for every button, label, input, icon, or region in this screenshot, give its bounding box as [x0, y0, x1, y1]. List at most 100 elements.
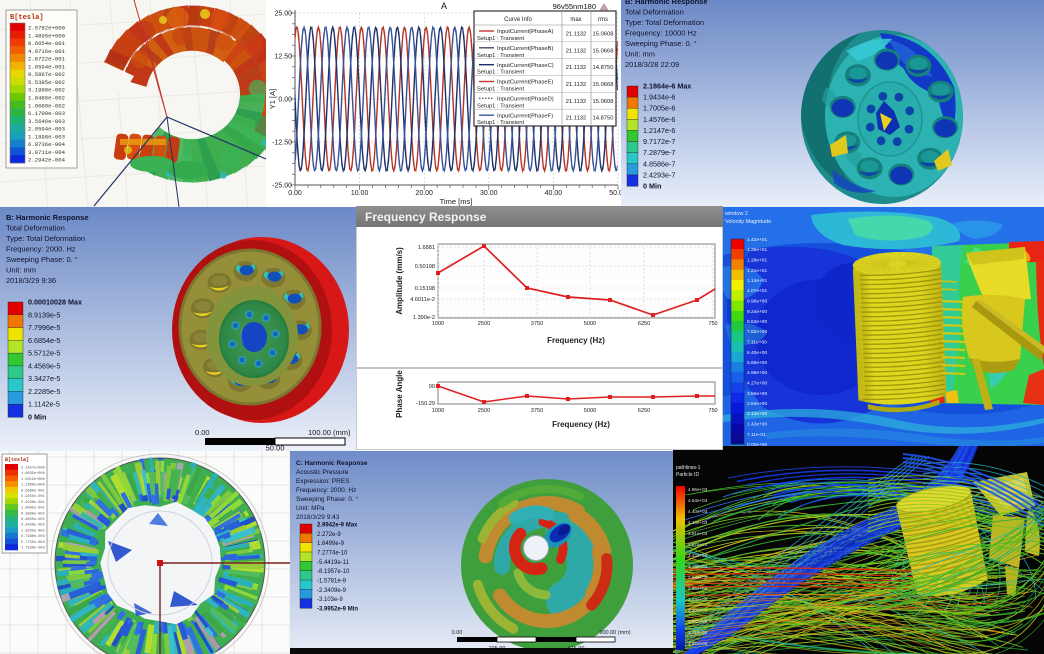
svg-text:Frequency: 10000 Hz: Frequency: 10000 Hz	[625, 29, 697, 38]
svg-text:-3.103e-9: -3.103e-9	[317, 597, 343, 603]
svg-text:750: 750	[708, 321, 717, 327]
svg-text:Amplitude (mm/s): Amplitude (mm/s)	[395, 247, 404, 315]
svg-text:9.8880e-002: 9.8880e-002	[21, 512, 45, 516]
svg-text:40.00: 40.00	[545, 190, 563, 197]
svg-text:Time [ms]: Time [ms]	[440, 197, 473, 206]
svg-text:1.42e+00: 1.42e+00	[747, 422, 767, 428]
svg-text:9.5867e-002: 9.5867e-002	[28, 71, 65, 78]
svg-text:1.7530e-003: 1.7530e-003	[21, 547, 45, 551]
svg-text:1.9434e-6: 1.9434e-6	[643, 93, 675, 102]
svg-text:50.00: 50.00	[609, 190, 621, 197]
svg-text:Frequency (Hz): Frequency (Hz)	[552, 420, 610, 429]
svg-text:1.28e+01: 1.28e+01	[747, 258, 767, 264]
svg-text:Unit: MPa: Unit: MPa	[296, 505, 325, 512]
svg-text:-3.9952e-9 Min: -3.9952e-9 Min	[317, 607, 358, 613]
svg-text:4.98e+00: 4.98e+00	[747, 370, 767, 376]
svg-text:Total Deformation: Total Deformation	[625, 8, 684, 17]
svg-text:9.7980e-003: 9.7980e-003	[21, 535, 45, 539]
svg-text:8.9139e-5: 8.9139e-5	[28, 310, 60, 319]
svg-text:21.1132: 21.1132	[566, 65, 587, 71]
svg-text:15.0668: 15.0668	[593, 82, 614, 88]
svg-text:8.6054e-001: 8.6054e-001	[28, 40, 66, 47]
svg-text:Sweeping Phase: 0. °: Sweeping Phase: 0. °	[6, 255, 78, 264]
svg-text:B: Harmonic Response: B: Harmonic Response	[6, 213, 89, 222]
svg-text:6.1700e-003: 6.1700e-003	[28, 110, 65, 117]
svg-text:4.4569e-5: 4.4569e-5	[28, 361, 60, 370]
svg-text:3.16e+03: 3.16e+03	[688, 564, 708, 569]
svg-text:InputCurrent(PhaseA): InputCurrent(PhaseA)	[497, 29, 553, 35]
svg-text:Setup1 : Transient: Setup1 : Transient	[477, 53, 524, 59]
svg-text:1.4895e+000: 1.4895e+000	[28, 32, 66, 39]
svg-text:50.00: 50.00	[266, 444, 285, 453]
svg-text:4.8586e-7: 4.8586e-7	[643, 159, 675, 168]
svg-text:2.84e+00: 2.84e+00	[747, 401, 767, 407]
svg-text:4.27e+00: 4.27e+00	[747, 381, 767, 387]
svg-text:8.53e+00: 8.53e+00	[747, 319, 767, 325]
svg-text:7.7996e-5: 7.7996e-5	[28, 323, 60, 332]
svg-text:2018/3/28 22:09: 2018/3/28 22:09	[625, 60, 679, 69]
svg-text:6.8655e-002: 6.8655e-002	[21, 518, 45, 522]
svg-text:Frequency (Hz): Frequency (Hz)	[547, 336, 605, 345]
svg-text:1.7005e-6: 1.7005e-6	[643, 104, 675, 113]
svg-text:1.35e+01: 1.35e+01	[747, 247, 767, 253]
svg-text:4.6011e-2: 4.6011e-2	[410, 297, 435, 303]
svg-text:Curve Info: Curve Info	[504, 17, 532, 23]
svg-text:Unit: mm: Unit: mm	[625, 50, 655, 59]
svg-text:5.5712e-5: 5.5712e-5	[28, 349, 60, 358]
svg-text:750: 750	[708, 408, 717, 414]
svg-text:pathlines-1: pathlines-1	[676, 465, 701, 471]
svg-text:25.00: 25.00	[274, 11, 292, 18]
svg-text:9.96e+00: 9.96e+00	[747, 299, 767, 305]
svg-text:Setup1 : Transient: Setup1 : Transient	[477, 70, 524, 76]
svg-text:20.00: 20.00	[415, 190, 433, 197]
svg-text:1000: 1000	[432, 321, 444, 327]
svg-text:15.0668: 15.0668	[593, 48, 614, 54]
svg-text:1.5012e+000: 1.5012e+000	[21, 478, 45, 482]
svg-text:InputCurrent(PhaseF): InputCurrent(PhaseF)	[497, 113, 553, 119]
svg-text:Total Deformation: Total Deformation	[6, 224, 65, 233]
svg-text:rms: rms	[598, 17, 608, 23]
svg-text:1.21e+01: 1.21e+01	[747, 268, 767, 274]
svg-text:InputCurrent(PhaseC): InputCurrent(PhaseC)	[497, 63, 554, 69]
svg-text:2.2942e-004: 2.2942e-004	[28, 157, 66, 164]
svg-text:Particle ID: Particle ID	[676, 472, 699, 478]
svg-text:6250: 6250	[638, 408, 650, 414]
svg-text:9.24e+00: 9.24e+00	[747, 309, 767, 315]
svg-text:1.96e+03: 1.96e+03	[688, 619, 708, 624]
svg-text:0.00010028 Max: 0.00010028 Max	[28, 298, 82, 307]
svg-text:Type: Total Deformation: Type: Total Deformation	[625, 18, 704, 27]
svg-text:7.11e+00: 7.11e+00	[747, 340, 767, 346]
svg-text:15.0608: 15.0608	[593, 99, 614, 105]
svg-text:Type: Total Deformation: Type: Total Deformation	[6, 234, 85, 243]
svg-text:0.00: 0.00	[452, 630, 463, 636]
svg-text:Frequency: 2000. Hz: Frequency: 2000. Hz	[296, 487, 356, 494]
svg-text:Setup1 : Transient: Setup1 : Transient	[477, 36, 524, 42]
svg-text:12.50: 12.50	[274, 54, 292, 61]
svg-text:1.1990e+000: 1.1990e+000	[21, 484, 45, 488]
svg-text:2.13e+00: 2.13e+00	[747, 411, 767, 417]
svg-text:2018/3/29 9:36: 2018/3/29 9:36	[6, 276, 56, 285]
svg-text:Acoustic Pressure: Acoustic Pressure	[296, 469, 349, 476]
svg-text:2.272e-9: 2.272e-9	[317, 532, 341, 538]
svg-text:-12.50: -12.50	[272, 140, 292, 147]
svg-text:2.0594e-003: 2.0594e-003	[28, 126, 65, 133]
svg-text:15.0608: 15.0608	[593, 32, 614, 38]
svg-text:21.1132: 21.1132	[566, 32, 587, 38]
svg-text:1.390e-2: 1.390e-2	[413, 315, 435, 321]
svg-text:2.20e+03: 2.20e+03	[688, 608, 708, 613]
svg-text:3.67e+03: 3.67e+03	[688, 542, 708, 547]
svg-text:4.64e+03: 4.64e+03	[688, 498, 708, 503]
svg-text:2018/3/29 9:43: 2018/3/29 9:43	[296, 514, 340, 521]
svg-text:100.00 (mm): 100.00 (mm)	[308, 428, 351, 437]
svg-text:1.71e+03: 1.71e+03	[688, 630, 708, 635]
svg-text:2.1057e+000: 2.1057e+000	[21, 466, 45, 470]
svg-text:-8.1957e-10: -8.1957e-10	[317, 569, 350, 575]
svg-text:5.9455e-001: 5.9455e-001	[21, 495, 45, 499]
svg-text:1.8035e+000: 1.8035e+000	[21, 472, 45, 476]
svg-text:30.00: 30.00	[480, 190, 498, 197]
svg-text:5.5385e-002: 5.5385e-002	[28, 79, 65, 86]
svg-text:Velocity Magnitude: Velocity Magnitude	[725, 219, 771, 225]
svg-text:0.50198: 0.50198	[415, 264, 435, 270]
svg-text:3.3427e-5: 3.3427e-5	[28, 374, 60, 383]
svg-text:3.1998e-002: 3.1998e-002	[28, 87, 65, 94]
